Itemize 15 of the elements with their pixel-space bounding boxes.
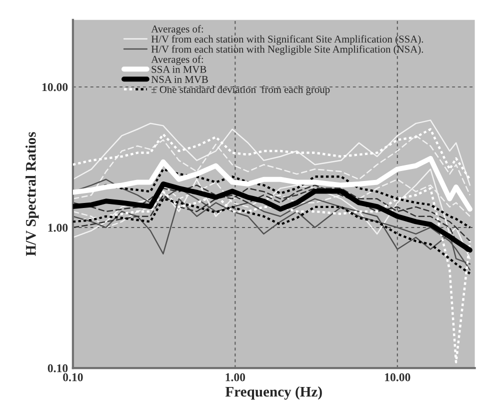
y-tick-label: 1.00 [48, 224, 68, 232]
annotation: Averages of: [151, 55, 203, 65]
legend-label: ± One standard deviation from each group [152, 86, 330, 96]
y-tick-label: 10.00 [42, 83, 68, 92]
annotation: Averages of: [151, 25, 203, 35]
y-axis-title: H/V Spectral Ratios [26, 132, 39, 256]
y-tick-label: 0.10 [48, 364, 68, 372]
legend-label: SSA in MVB [152, 66, 206, 73]
legend-label: H/V from each station with Negligible Site Amplification (NSA). [151, 45, 424, 55]
x-tick-label: 10.00 [385, 373, 410, 382]
x-tick-label: 1.00 [226, 373, 246, 382]
x-tick-label: 0.10 [63, 373, 83, 382]
legend-label: H/V from each station with Significant Site Amplification (SSA). [151, 35, 424, 45]
legend-label: NSA in MVB [151, 76, 208, 83]
x-axis-title: Frequency (Hz) [225, 386, 322, 400]
